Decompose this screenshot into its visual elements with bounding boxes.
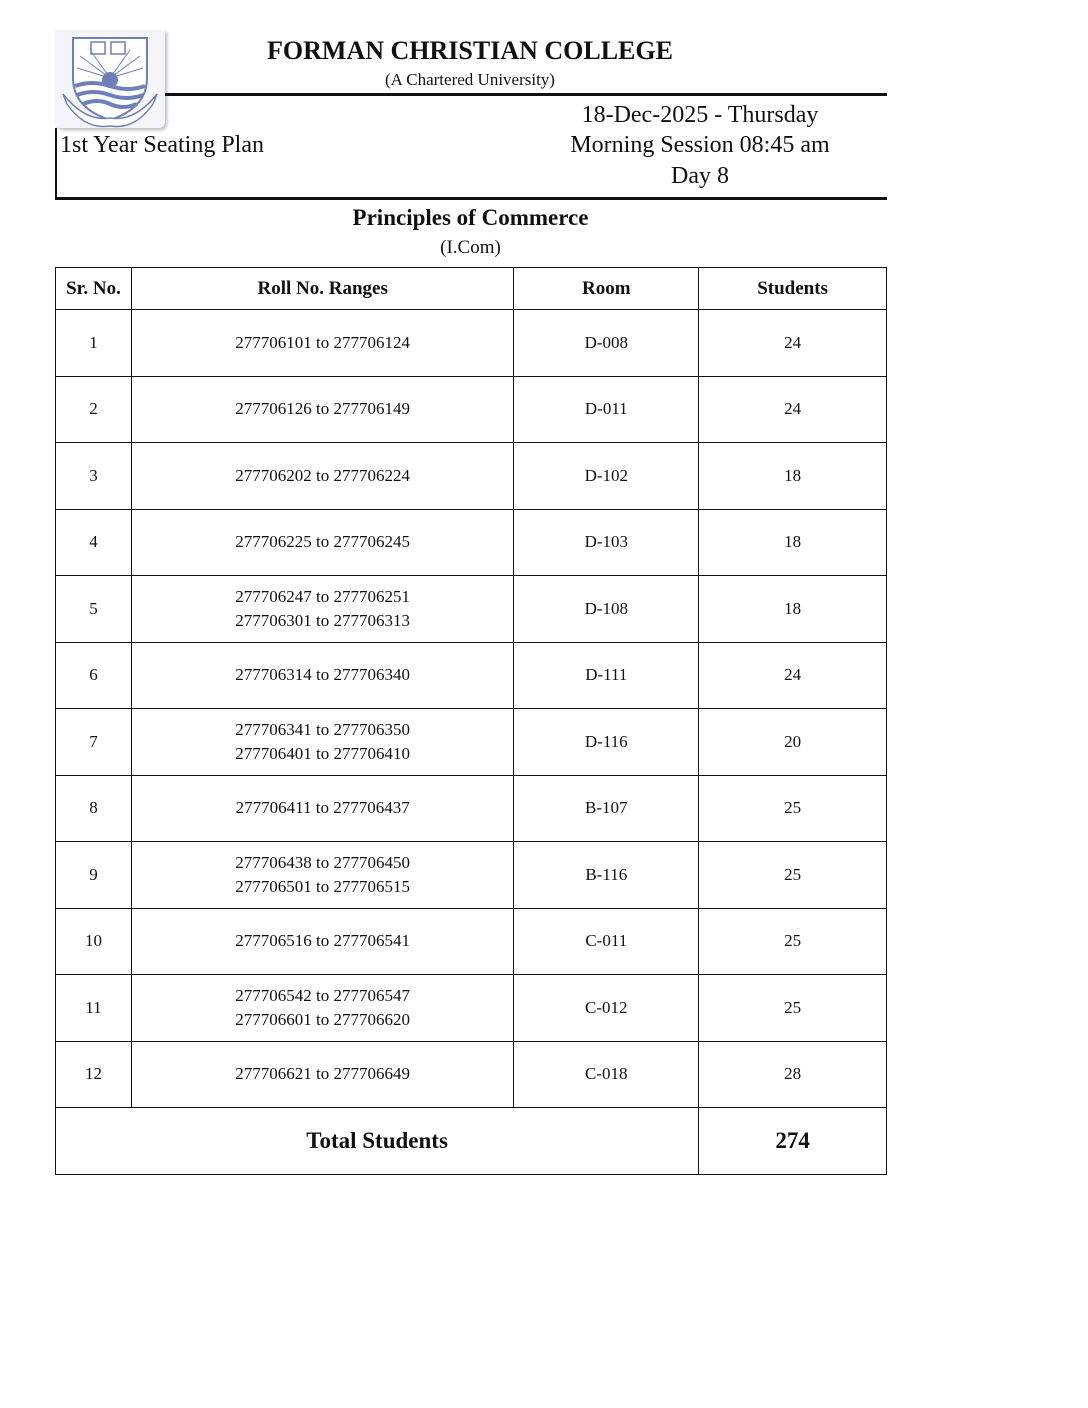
- roll-range: 277706301 to 277706313: [235, 610, 411, 630]
- roll-range: 277706202 to 277706224: [235, 465, 411, 485]
- column-header-ranges: Roll No. Ranges: [130, 267, 515, 310]
- table-row: 4 277706225 to 277706245 D-103 18: [55, 508, 887, 576]
- sr-no-cell: 4: [55, 508, 132, 576]
- table-row: 2 277706126 to 277706149 D-011 24: [55, 375, 887, 443]
- roll-range: 277706438 to 277706450: [235, 852, 411, 872]
- room-cell: D-008: [513, 309, 700, 377]
- table-row: 3 277706202 to 277706224 D-102 18: [55, 442, 887, 510]
- plan-title: 1st Year Seating Plan: [60, 132, 264, 158]
- roll-range: 277706401 to 277706410: [235, 743, 411, 763]
- total-value: 274: [698, 1107, 887, 1175]
- program-name: (I.Com): [440, 237, 501, 258]
- room-cell: D-103: [513, 508, 700, 576]
- room-cell: C-018: [513, 1040, 700, 1108]
- column-header-room: Room: [513, 267, 700, 310]
- roll-ranges-cell: 277706516 to 277706541: [130, 907, 515, 975]
- total-row: Total Students 274: [54, 1107, 887, 1175]
- students-cell: 24: [698, 375, 887, 443]
- table-row: 6 277706314 to 277706340 D-111 24: [55, 641, 887, 709]
- sr-no-cell: 9: [55, 841, 132, 909]
- institution-subtitle: (A Chartered University): [385, 70, 555, 89]
- college-logo: [55, 30, 165, 128]
- table-row: 8 277706411 to 277706437 B-107 25: [55, 774, 887, 842]
- students-cell: 20: [698, 708, 887, 776]
- room-cell: D-111: [513, 641, 700, 709]
- table-row: 11 277706542 to 277706547 277706601 to 277…: [55, 974, 887, 1042]
- subject-title: Principles of Commerce: [352, 205, 589, 230]
- students-cell: 25: [698, 907, 887, 975]
- table-row: 7 277706341 to 277706350 277706401 to 2777…: [55, 708, 887, 776]
- sr-no-cell: 6: [55, 641, 132, 709]
- table-header-row: Sr. No. Roll No. Ranges Room Students: [55, 267, 887, 310]
- students-cell: 18: [698, 508, 887, 576]
- table-row: 1 277706101 to 277706124 D-008 24: [55, 309, 887, 377]
- sr-no-cell: 11: [55, 974, 132, 1042]
- roll-range: 277706501 to 277706515: [235, 876, 411, 896]
- room-cell: B-116: [513, 841, 700, 909]
- exam-day: Day 8: [671, 163, 729, 189]
- students-cell: 24: [698, 309, 887, 377]
- column-header-students: Students: [698, 267, 887, 310]
- room-cell: C-012: [513, 974, 700, 1042]
- students-cell: 25: [698, 841, 887, 909]
- room-cell: B-107: [513, 774, 700, 842]
- sr-no-cell: 7: [55, 708, 132, 776]
- room-cell: D-116: [513, 708, 700, 776]
- roll-range: 277706314 to 277706340: [235, 665, 411, 685]
- roll-ranges-cell: 277706314 to 277706340: [130, 641, 515, 709]
- roll-ranges-cell: 277706411 to 277706437: [130, 774, 515, 842]
- sr-no-cell: 1: [55, 309, 132, 377]
- roll-ranges-cell: 277706225 to 277706245: [130, 508, 515, 576]
- roll-ranges-cell: 277706101 to 277706124: [130, 309, 515, 377]
- sr-no-cell: 2: [55, 375, 132, 443]
- students-cell: 18: [698, 442, 887, 510]
- roll-range: 277706542 to 277706547: [235, 985, 411, 1005]
- roll-range: 277706621 to 277706649: [235, 1064, 411, 1084]
- roll-ranges-cell: 277706126 to 277706149: [130, 375, 515, 443]
- table-row: 12 277706621 to 277706649 C-018 28: [55, 1040, 887, 1108]
- roll-range: 277706247 to 277706251: [235, 586, 411, 606]
- roll-ranges-cell: 277706438 to 277706450 277706501 to 27770…: [130, 841, 515, 909]
- roll-range: 277706516 to 277706541: [235, 931, 411, 951]
- room-cell: D-011: [513, 375, 700, 443]
- sr-no-cell: 8: [55, 774, 132, 842]
- exam-date: 18-Dec-2025 - Thursday: [581, 102, 819, 128]
- column-header-sr: Sr. No.: [55, 267, 132, 310]
- table-row: 10 277706516 to 277706541 C-011 25: [55, 907, 887, 975]
- header-bottom-rule: [55, 197, 887, 200]
- roll-range: 277706411 to 277706437: [235, 798, 410, 818]
- header-left-rule: [55, 128, 57, 199]
- students-cell: 25: [698, 774, 887, 842]
- students-cell: 24: [698, 641, 887, 709]
- roll-range: 277706341 to 277706350: [235, 719, 411, 739]
- roll-ranges-cell: 277706542 to 277706547 277706601 to 27770…: [130, 974, 515, 1042]
- table-row: 5 277706247 to 277706251 277706301 to 2777…: [55, 575, 887, 643]
- exam-session: Morning Session 08:45 am: [570, 132, 830, 158]
- roll-ranges-cell: 277706247 to 277706251 277706301 to 27770…: [130, 575, 515, 643]
- roll-ranges-cell: 277706202 to 277706224: [130, 442, 515, 510]
- roll-range: 277706601 to 277706620: [235, 1009, 411, 1029]
- sr-no-cell: 3: [55, 442, 132, 510]
- institution-name: FORMAN CHRISTIAN COLLEGE: [267, 36, 673, 65]
- room-cell: D-102: [513, 442, 700, 510]
- roll-range: 277706225 to 277706245: [235, 532, 411, 552]
- students-cell: 25: [698, 974, 887, 1042]
- total-label: Total Students: [54, 1107, 700, 1175]
- sr-no-cell: 12: [55, 1040, 132, 1108]
- students-cell: 28: [698, 1040, 887, 1108]
- roll-range: 277706126 to 277706149: [235, 399, 411, 419]
- sr-no-cell: 5: [55, 575, 132, 643]
- sr-no-cell: 10: [55, 907, 132, 975]
- roll-ranges-cell: 277706621 to 277706649: [130, 1040, 515, 1108]
- room-cell: C-011: [513, 907, 700, 975]
- room-cell: D-108: [513, 575, 700, 643]
- roll-range: 277706101 to 277706124: [235, 332, 411, 352]
- students-cell: 18: [698, 575, 887, 643]
- roll-ranges-cell: 277706341 to 277706350 277706401 to 27770…: [130, 708, 515, 776]
- header-top-rule: [165, 93, 887, 96]
- table-row: 9 277706438 to 277706450 277706501 to 2777…: [55, 841, 887, 909]
